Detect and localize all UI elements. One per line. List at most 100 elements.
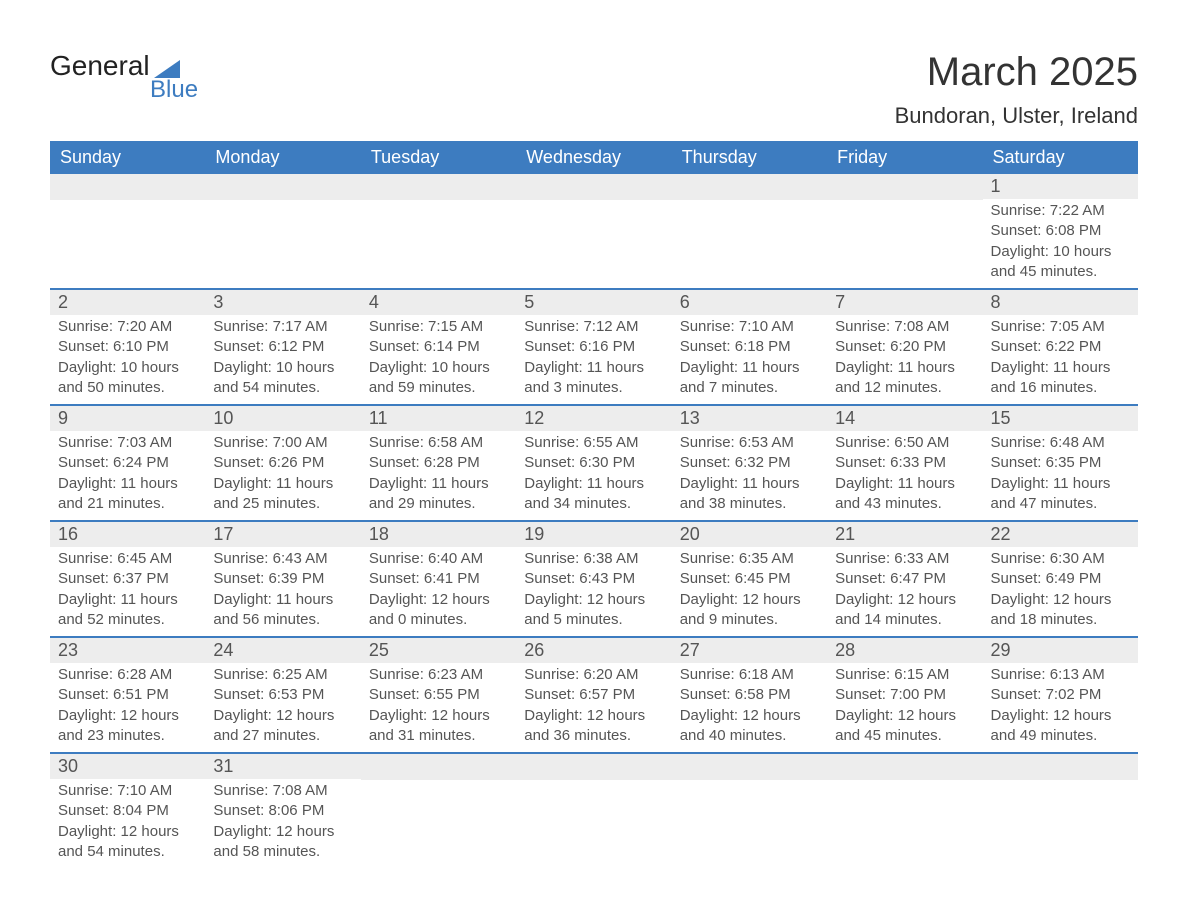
calendar-week-row: 1Sunrise: 7:22 AMSunset: 6:08 PMDaylight… [50, 174, 1138, 289]
day-number: 18 [361, 522, 516, 547]
daylight-line: Daylight: 12 hours and 40 minutes. [680, 706, 819, 747]
empty-day [672, 174, 827, 200]
sunset-line: Sunset: 6:33 PM [835, 453, 974, 473]
day-details: Sunrise: 7:10 AMSunset: 8:04 PMDaylight:… [50, 779, 205, 868]
sunset-line: Sunset: 7:00 PM [835, 685, 974, 705]
day-details: Sunrise: 7:20 AMSunset: 6:10 PMDaylight:… [50, 315, 205, 404]
empty-day [672, 754, 827, 780]
day-details: Sunrise: 6:45 AMSunset: 6:37 PMDaylight:… [50, 547, 205, 636]
sunrise-line: Sunrise: 7:03 AM [58, 433, 197, 453]
daylight-line: Daylight: 12 hours and 58 minutes. [213, 822, 352, 863]
day-number: 10 [205, 406, 360, 431]
empty-day [516, 174, 671, 200]
day-details: Sunrise: 6:23 AMSunset: 6:55 PMDaylight:… [361, 663, 516, 752]
daylight-line: Daylight: 11 hours and 52 minutes. [58, 590, 197, 631]
calendar-cell: 8Sunrise: 7:05 AMSunset: 6:22 PMDaylight… [983, 289, 1138, 405]
calendar-cell: 7Sunrise: 7:08 AMSunset: 6:20 PMDaylight… [827, 289, 982, 405]
sunset-line: Sunset: 6:57 PM [524, 685, 663, 705]
daylight-line: Daylight: 11 hours and 34 minutes. [524, 474, 663, 515]
sunrise-line: Sunrise: 6:15 AM [835, 665, 974, 685]
calendar-cell: 11Sunrise: 6:58 AMSunset: 6:28 PMDayligh… [361, 405, 516, 521]
day-number: 27 [672, 638, 827, 663]
sunset-line: Sunset: 6:18 PM [680, 337, 819, 357]
sunset-line: Sunset: 6:12 PM [213, 337, 352, 357]
sunrise-line: Sunrise: 6:40 AM [369, 549, 508, 569]
day-details: Sunrise: 7:12 AMSunset: 6:16 PMDaylight:… [516, 315, 671, 404]
calendar-cell: 16Sunrise: 6:45 AMSunset: 6:37 PMDayligh… [50, 521, 205, 637]
day-number: 16 [50, 522, 205, 547]
daylight-line: Daylight: 11 hours and 12 minutes. [835, 358, 974, 399]
daylight-line: Daylight: 12 hours and 9 minutes. [680, 590, 819, 631]
daylight-line: Daylight: 12 hours and 23 minutes. [58, 706, 197, 747]
sunset-line: Sunset: 6:37 PM [58, 569, 197, 589]
calendar-week-row: 2Sunrise: 7:20 AMSunset: 6:10 PMDaylight… [50, 289, 1138, 405]
daylight-line: Daylight: 11 hours and 43 minutes. [835, 474, 974, 515]
calendar-cell: 9Sunrise: 7:03 AMSunset: 6:24 PMDaylight… [50, 405, 205, 521]
sunset-line: Sunset: 8:06 PM [213, 801, 352, 821]
calendar-cell: 6Sunrise: 7:10 AMSunset: 6:18 PMDaylight… [672, 289, 827, 405]
calendar-cell [672, 174, 827, 289]
calendar-cell: 13Sunrise: 6:53 AMSunset: 6:32 PMDayligh… [672, 405, 827, 521]
sunset-line: Sunset: 6:30 PM [524, 453, 663, 473]
title-block: March 2025 Bundoran, Ulster, Ireland [895, 50, 1138, 129]
calendar-table: SundayMondayTuesdayWednesdayThursdayFrid… [50, 141, 1138, 868]
day-header: Friday [827, 141, 982, 174]
sunset-line: Sunset: 6:16 PM [524, 337, 663, 357]
daylight-line: Daylight: 12 hours and 5 minutes. [524, 590, 663, 631]
day-number: 17 [205, 522, 360, 547]
day-number: 11 [361, 406, 516, 431]
calendar-cell: 30Sunrise: 7:10 AMSunset: 8:04 PMDayligh… [50, 753, 205, 868]
sunset-line: Sunset: 6:41 PM [369, 569, 508, 589]
calendar-cell: 28Sunrise: 6:15 AMSunset: 7:00 PMDayligh… [827, 637, 982, 753]
day-number: 13 [672, 406, 827, 431]
calendar-cell [50, 174, 205, 289]
empty-day [50, 174, 205, 200]
day-number: 23 [50, 638, 205, 663]
daylight-line: Daylight: 12 hours and 31 minutes. [369, 706, 508, 747]
day-details: Sunrise: 7:03 AMSunset: 6:24 PMDaylight:… [50, 431, 205, 520]
day-details: Sunrise: 6:38 AMSunset: 6:43 PMDaylight:… [516, 547, 671, 636]
sunset-line: Sunset: 6:26 PM [213, 453, 352, 473]
calendar-cell: 19Sunrise: 6:38 AMSunset: 6:43 PMDayligh… [516, 521, 671, 637]
daylight-line: Daylight: 10 hours and 50 minutes. [58, 358, 197, 399]
empty-day [983, 754, 1138, 780]
day-number: 3 [205, 290, 360, 315]
calendar-cell: 27Sunrise: 6:18 AMSunset: 6:58 PMDayligh… [672, 637, 827, 753]
sunrise-line: Sunrise: 6:53 AM [680, 433, 819, 453]
calendar-cell [361, 174, 516, 289]
sunset-line: Sunset: 7:02 PM [991, 685, 1130, 705]
daylight-line: Daylight: 11 hours and 7 minutes. [680, 358, 819, 399]
sunset-line: Sunset: 6:53 PM [213, 685, 352, 705]
day-number: 31 [205, 754, 360, 779]
calendar-cell: 23Sunrise: 6:28 AMSunset: 6:51 PMDayligh… [50, 637, 205, 753]
day-details: Sunrise: 7:08 AMSunset: 6:20 PMDaylight:… [827, 315, 982, 404]
day-header: Wednesday [516, 141, 671, 174]
sunrise-line: Sunrise: 6:20 AM [524, 665, 663, 685]
calendar-cell: 2Sunrise: 7:20 AMSunset: 6:10 PMDaylight… [50, 289, 205, 405]
daylight-line: Daylight: 12 hours and 27 minutes. [213, 706, 352, 747]
day-details: Sunrise: 7:05 AMSunset: 6:22 PMDaylight:… [983, 315, 1138, 404]
sunset-line: Sunset: 6:20 PM [835, 337, 974, 357]
day-details: Sunrise: 6:43 AMSunset: 6:39 PMDaylight:… [205, 547, 360, 636]
day-number: 5 [516, 290, 671, 315]
calendar-cell: 10Sunrise: 7:00 AMSunset: 6:26 PMDayligh… [205, 405, 360, 521]
day-details: Sunrise: 6:53 AMSunset: 6:32 PMDaylight:… [672, 431, 827, 520]
sunset-line: Sunset: 6:39 PM [213, 569, 352, 589]
calendar-cell: 29Sunrise: 6:13 AMSunset: 7:02 PMDayligh… [983, 637, 1138, 753]
location: Bundoran, Ulster, Ireland [895, 103, 1138, 129]
day-number: 26 [516, 638, 671, 663]
calendar-week-row: 9Sunrise: 7:03 AMSunset: 6:24 PMDaylight… [50, 405, 1138, 521]
month-title: March 2025 [895, 50, 1138, 95]
day-details: Sunrise: 6:58 AMSunset: 6:28 PMDaylight:… [361, 431, 516, 520]
daylight-line: Daylight: 10 hours and 54 minutes. [213, 358, 352, 399]
calendar-cell: 5Sunrise: 7:12 AMSunset: 6:16 PMDaylight… [516, 289, 671, 405]
calendar-header-row: SundayMondayTuesdayWednesdayThursdayFrid… [50, 141, 1138, 174]
calendar-week-row: 16Sunrise: 6:45 AMSunset: 6:37 PMDayligh… [50, 521, 1138, 637]
calendar-cell: 22Sunrise: 6:30 AMSunset: 6:49 PMDayligh… [983, 521, 1138, 637]
day-number: 4 [361, 290, 516, 315]
sunrise-line: Sunrise: 7:08 AM [213, 781, 352, 801]
day-header: Thursday [672, 141, 827, 174]
day-number: 12 [516, 406, 671, 431]
sunrise-line: Sunrise: 7:05 AM [991, 317, 1130, 337]
day-number: 21 [827, 522, 982, 547]
